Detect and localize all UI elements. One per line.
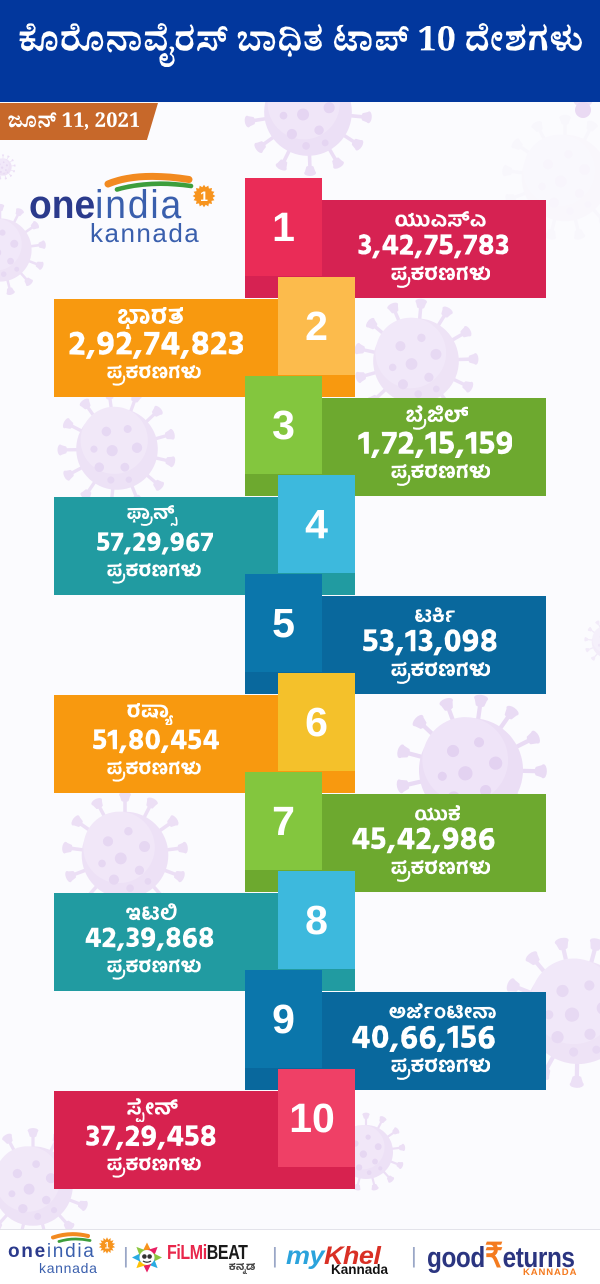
svg-text:1: 1 <box>104 1241 109 1251</box>
svg-text:|: | <box>272 1243 278 1268</box>
svg-text:|: | <box>123 1243 129 1268</box>
svg-text:1: 1 <box>200 188 208 204</box>
svg-text:|: | <box>411 1243 417 1268</box>
